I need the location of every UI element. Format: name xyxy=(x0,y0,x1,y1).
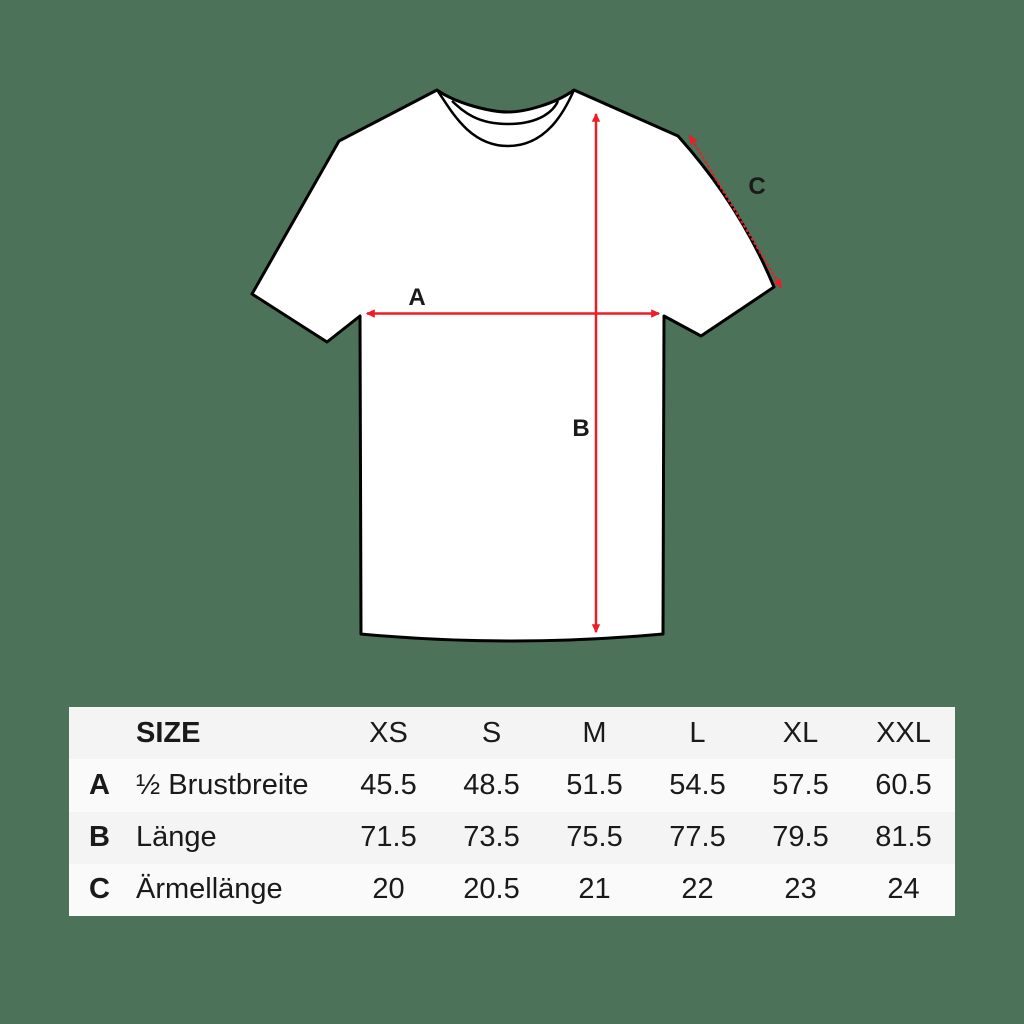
svg-text:C: C xyxy=(748,173,765,200)
svg-text:B: B xyxy=(572,415,589,442)
svg-text:A: A xyxy=(408,284,425,311)
